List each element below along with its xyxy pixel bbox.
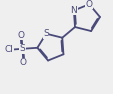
Text: O: O (85, 0, 92, 9)
Text: O: O (18, 31, 25, 39)
Text: S: S (43, 29, 49, 38)
Text: N: N (70, 6, 77, 15)
Text: O: O (20, 58, 27, 67)
Text: S: S (19, 44, 25, 53)
Text: Cl: Cl (4, 45, 13, 54)
